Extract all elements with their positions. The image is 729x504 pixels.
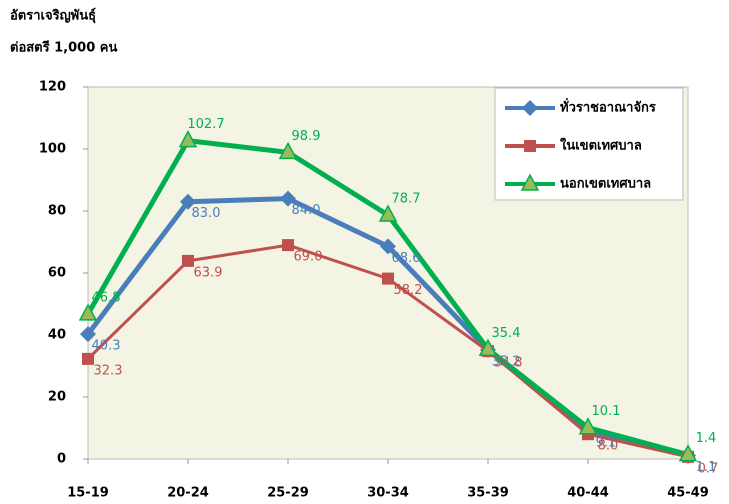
data-label: 78.7 [392,192,421,207]
data-label: 40.3 [92,339,121,354]
data-label: 1.4 [696,431,717,446]
data-label: 68.6 [392,251,421,266]
x-tick-label: 45-49 [667,486,709,501]
y-axis-label: ต่อสตรี 1,000 คน [10,40,117,56]
x-tick-label: 25-29 [267,486,309,501]
y-tick-label: 20 [48,390,66,405]
y-tick-label: 100 [39,142,66,157]
y-tick-label: 40 [48,328,66,343]
x-tick-label: 15-19 [67,486,109,501]
marker [82,353,94,365]
y-tick-label: 80 [48,204,66,219]
marker [182,255,194,267]
data-label: 10.1 [592,404,621,419]
data-label: 84.0 [292,203,321,218]
data-label: 46.8 [92,290,121,305]
data-label: 69.0 [294,250,323,265]
data-label: 102.7 [187,117,224,132]
y-tick-label: 60 [48,266,66,281]
data-label: 35.4 [492,326,521,341]
x-tick-label: 40-44 [567,486,609,501]
legend-label: นอกเขตเทศบาล [560,177,651,192]
x-tick-label: 20-24 [167,486,209,501]
data-label: 32.3 [94,363,123,378]
data-label: 83.0 [192,206,221,221]
x-tick-label: 30-34 [367,486,409,501]
marker [282,239,294,251]
x-tick-label: 35-39 [467,486,509,501]
legend-label: ทั่วราชอาณาจักร [560,98,656,116]
marker [382,273,394,285]
data-label: 34.8 [494,356,523,371]
y-axis-label: อัตราเจริญพันธุ์ [10,8,96,24]
marker [524,140,536,152]
data-label: 63.9 [194,265,223,280]
data-label: 58.2 [394,283,423,298]
chart: อัตราเจริญพันธุ์ ต่อสตรี 1,000 คน 0 20 40 6… [0,0,729,504]
y-tick-label: 120 [39,80,66,95]
data-label: 8.0 [598,439,619,454]
legend-label: ในเขตเทศบาล [560,137,642,154]
data-label: 0.7 [698,461,719,476]
y-tick-label: 0 [57,452,66,467]
data-label: 98.9 [292,129,321,144]
